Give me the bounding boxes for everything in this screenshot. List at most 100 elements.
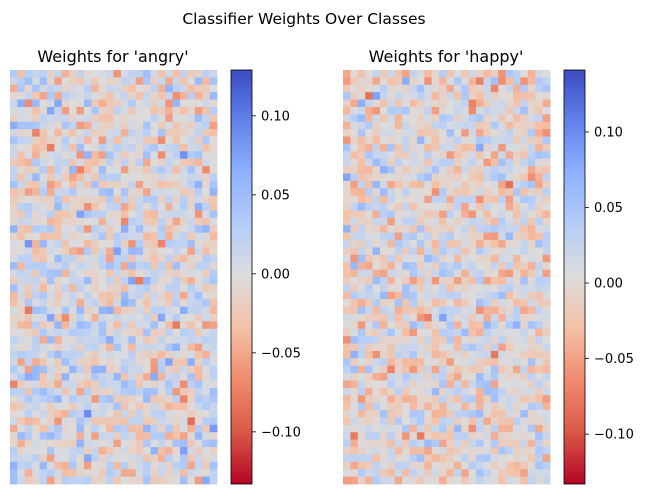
heatmap-cell	[209, 454, 218, 463]
heatmap-cell	[431, 151, 440, 160]
heatmap-cell	[439, 106, 447, 115]
heatmap-cell	[46, 121, 55, 130]
heatmap-cell	[46, 136, 55, 145]
heatmap-cell	[498, 358, 507, 367]
heatmap-cell	[394, 439, 403, 448]
heatmap-cell	[180, 277, 188, 285]
heatmap-cell	[513, 225, 521, 234]
heatmap-cell	[106, 432, 114, 441]
heatmap-cell	[157, 121, 166, 130]
heatmap-cell	[513, 180, 521, 189]
heatmap-cell	[431, 180, 440, 189]
heatmap-cell	[10, 387, 18, 396]
heatmap-cell	[202, 180, 210, 189]
heatmap-cell	[416, 247, 425, 256]
heatmap-cell	[505, 306, 514, 315]
heatmap-cell	[157, 424, 166, 433]
heatmap-cell	[187, 121, 196, 130]
heatmap-cell	[520, 424, 529, 433]
heatmap-cell	[106, 225, 114, 234]
heatmap-cell	[172, 158, 181, 167]
heatmap-cell	[120, 277, 129, 285]
heatmap-cell	[54, 121, 63, 130]
heatmap-cell	[542, 114, 551, 123]
heatmap-cell	[150, 306, 159, 315]
heatmap-cell	[468, 461, 477, 470]
heatmap-cell	[416, 358, 425, 367]
heatmap-cell	[431, 417, 440, 426]
heatmap-cell	[498, 328, 507, 337]
heatmap-cell	[424, 454, 433, 463]
heatmap-cell	[409, 469, 418, 477]
heatmap-cell	[172, 454, 181, 463]
heatmap-cell	[387, 328, 396, 337]
heatmap-cell	[143, 262, 151, 270]
heatmap-cell	[527, 476, 536, 485]
heatmap-cell	[165, 158, 174, 167]
heatmap-cell	[446, 136, 455, 145]
heatmap-cell	[165, 129, 174, 137]
heatmap-cell	[424, 432, 433, 441]
heatmap-cell	[120, 262, 129, 270]
heatmap-cell	[535, 395, 543, 404]
heatmap-cell	[483, 454, 492, 463]
heatmap-cell	[446, 395, 455, 404]
heatmap-cell	[83, 143, 92, 152]
heatmap-cell	[69, 84, 77, 93]
heatmap-cell	[505, 447, 514, 455]
heatmap-cell	[46, 232, 55, 241]
heatmap-cell	[453, 247, 462, 256]
heatmap-cell	[416, 188, 425, 197]
heatmap-cell	[172, 358, 181, 367]
heatmap-cell	[379, 84, 388, 93]
heatmap-cell	[98, 402, 107, 411]
heatmap-cell	[150, 195, 159, 204]
heatmap-cell	[17, 70, 26, 78]
heatmap-cell	[453, 70, 462, 78]
heatmap-cell	[113, 424, 122, 433]
heatmap-cell	[357, 328, 366, 337]
heatmap-cell	[372, 336, 381, 344]
heatmap-cell	[165, 262, 174, 270]
heatmap-cell	[431, 469, 440, 477]
heatmap-cell	[402, 232, 410, 241]
heatmap-cell	[520, 269, 529, 278]
heatmap-cell	[402, 358, 410, 367]
heatmap-cell	[83, 217, 92, 226]
heatmap-cell	[39, 469, 48, 477]
heatmap-cell	[535, 313, 543, 322]
heatmap-cell	[490, 358, 499, 367]
heatmap-cell	[498, 343, 507, 352]
heatmap-cell	[505, 99, 514, 108]
heatmap-cell	[143, 343, 151, 352]
heatmap-cell	[135, 84, 144, 93]
heatmap-cell	[83, 70, 92, 78]
heatmap-cell	[143, 173, 151, 182]
heatmap-cell	[379, 70, 388, 78]
heatmap-cell	[542, 284, 551, 293]
heatmap-cell	[83, 158, 92, 167]
heatmap-cell	[365, 173, 373, 182]
heatmap-cell	[453, 121, 462, 130]
heatmap-cell	[498, 92, 507, 100]
heatmap-cell	[498, 321, 507, 330]
heatmap-cell	[446, 106, 455, 115]
heatmap-cell	[357, 343, 366, 352]
heatmap-cell	[46, 106, 55, 115]
heatmap-cell	[202, 395, 210, 404]
heatmap-cell	[379, 166, 388, 174]
heatmap-cell	[520, 70, 529, 78]
heatmap-cell	[46, 439, 55, 448]
heatmap-cell	[498, 387, 507, 396]
heatmap-cell	[365, 225, 373, 234]
heatmap-cell	[476, 284, 484, 293]
heatmap-cell	[165, 166, 174, 174]
heatmap-cell	[69, 373, 77, 381]
heatmap-cell	[194, 299, 203, 307]
heatmap-cell	[165, 454, 174, 463]
heatmap-cell	[194, 151, 203, 160]
heatmap-cell	[372, 70, 381, 78]
heatmap-cell	[135, 424, 144, 433]
heatmap-cell	[431, 410, 440, 418]
heatmap-cell	[505, 106, 514, 115]
